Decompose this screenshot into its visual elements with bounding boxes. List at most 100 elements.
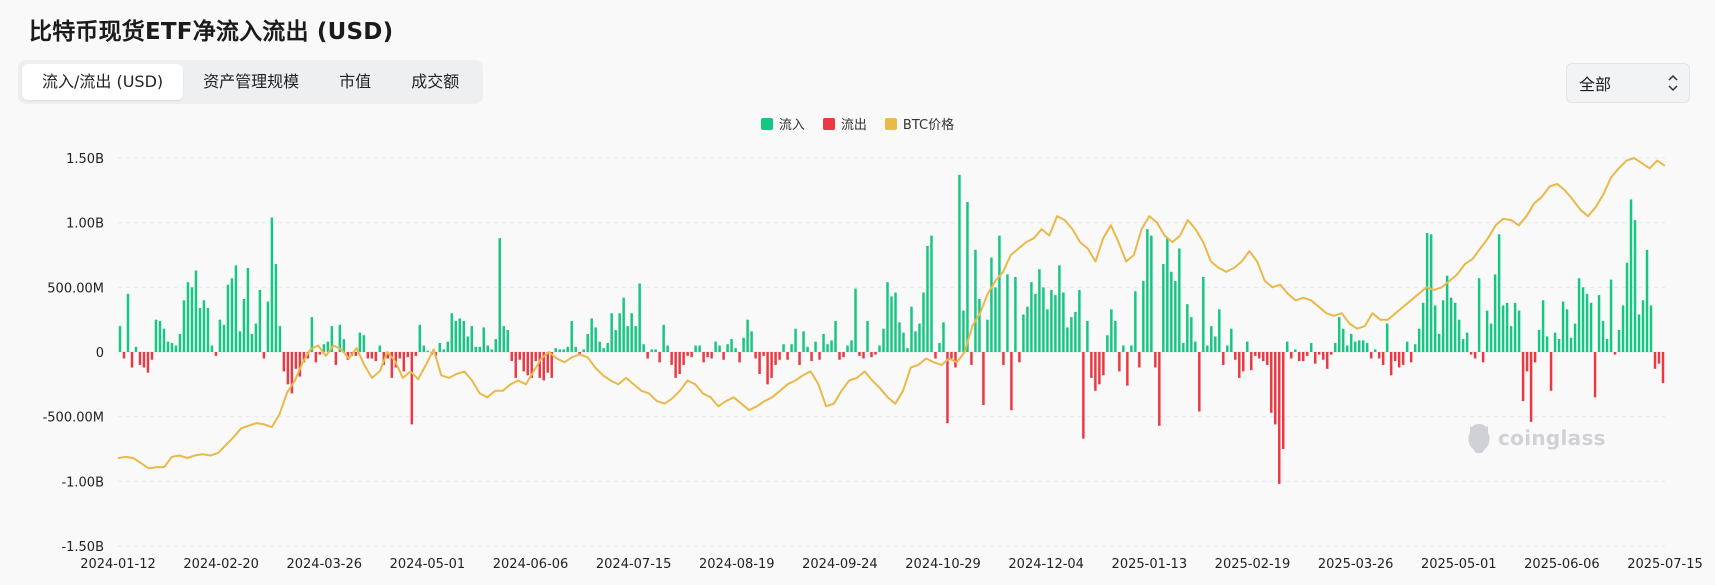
inflow-bar[interactable] — [634, 326, 637, 352]
outflow-bar[interactable] — [374, 352, 378, 362]
inflow-bar[interactable] — [554, 348, 557, 352]
inflow-bar[interactable] — [698, 345, 701, 352]
inflow-bar[interactable] — [1541, 300, 1545, 352]
inflow-bar[interactable] — [166, 341, 170, 352]
outflow-bar[interactable] — [1653, 352, 1657, 369]
outflow-bar[interactable] — [542, 352, 545, 381]
inflow-bar[interactable] — [474, 346, 478, 352]
outflow-bar[interactable] — [1258, 352, 1261, 359]
inflow-bar[interactable] — [730, 339, 733, 352]
inflow-bar[interactable] — [462, 320, 466, 352]
inflow-bar[interactable] — [978, 298, 981, 352]
inflow-bar[interactable] — [962, 310, 965, 352]
inflow-bar[interactable] — [1457, 319, 1461, 352]
outflow-bar[interactable] — [818, 352, 821, 360]
inflow-bar[interactable] — [178, 333, 182, 352]
outflow-bar[interactable] — [710, 352, 713, 359]
outflow-bar[interactable] — [526, 352, 529, 376]
inflow-bar[interactable] — [1645, 249, 1649, 352]
inflow-bar[interactable] — [1086, 320, 1089, 352]
outflow-bar[interactable] — [1521, 352, 1525, 402]
inflow-bar[interactable] — [1026, 306, 1029, 352]
inflow-bar[interactable] — [1605, 339, 1609, 352]
outflow-bar[interactable] — [1325, 352, 1329, 369]
inflow-bar[interactable] — [490, 349, 493, 352]
inflow-bar[interactable] — [162, 328, 166, 352]
inflow-bar[interactable] — [1122, 345, 1125, 352]
inflow-bar[interactable] — [1497, 234, 1501, 352]
inflow-bar[interactable] — [1441, 300, 1445, 352]
outflow-bar[interactable] — [1593, 352, 1597, 398]
inflow-bar[interactable] — [1373, 349, 1377, 352]
inflow-bar[interactable] — [206, 308, 210, 352]
inflow-bar[interactable] — [418, 324, 422, 352]
inflow-bar[interactable] — [814, 341, 817, 352]
inflow-bar[interactable] — [1477, 278, 1481, 352]
inflow-bar[interactable] — [990, 257, 993, 352]
outflow-bar[interactable] — [282, 352, 286, 372]
outflow-bar[interactable] — [410, 352, 414, 425]
inflow-bar[interactable] — [986, 319, 989, 352]
inflow-bar[interactable] — [566, 346, 569, 352]
inflow-bar[interactable] — [1166, 238, 1169, 352]
outflow-bar[interactable] — [762, 352, 765, 356]
inflow-bar[interactable] — [1341, 328, 1345, 352]
inflow-bar[interactable] — [182, 300, 186, 352]
outflow-bar[interactable] — [1533, 352, 1537, 363]
outflow-bar[interactable] — [286, 352, 290, 385]
inflow-bar[interactable] — [1146, 229, 1149, 352]
outflow-bar[interactable] — [1397, 352, 1401, 368]
outflow-bar[interactable] — [578, 352, 581, 355]
outflow-bar[interactable] — [674, 352, 677, 378]
outflow-bar[interactable] — [678, 352, 681, 374]
inflow-bar[interactable] — [590, 318, 593, 352]
inflow-bar[interactable] — [1365, 342, 1369, 352]
inflow-bar[interactable] — [942, 322, 945, 352]
inflow-bar[interactable] — [1038, 269, 1041, 352]
inflow-bar[interactable] — [458, 318, 462, 352]
inflow-bar[interactable] — [898, 322, 901, 352]
inflow-bar[interactable] — [846, 345, 849, 352]
outflow-bar[interactable] — [1002, 352, 1005, 365]
outflow-bar[interactable] — [514, 352, 517, 378]
outflow-bar[interactable] — [1369, 352, 1373, 359]
inflow-bar[interactable] — [1206, 345, 1209, 352]
inflow-bar[interactable] — [358, 332, 362, 352]
inflow-bar[interactable] — [594, 327, 597, 352]
inflow-bar[interactable] — [806, 346, 809, 352]
outflow-bar[interactable] — [842, 352, 845, 358]
inflow-bar[interactable] — [342, 339, 346, 352]
inflow-bar[interactable] — [1070, 317, 1073, 352]
outflow-bar[interactable] — [414, 352, 418, 356]
inflow-bar[interactable] — [1345, 345, 1349, 352]
inflow-bar[interactable] — [1385, 323, 1389, 352]
outflow-bar[interactable] — [702, 352, 705, 363]
outflow-bar[interactable] — [146, 352, 150, 373]
inflow-bar[interactable] — [502, 326, 505, 352]
inflow-bar[interactable] — [562, 349, 565, 352]
inflow-bar[interactable] — [882, 328, 885, 352]
inflow-bar[interactable] — [1405, 341, 1409, 352]
inflow-bar[interactable] — [1186, 304, 1189, 352]
inflow-bar[interactable] — [1425, 233, 1429, 352]
inflow-bar[interactable] — [154, 319, 158, 352]
inflow-bar[interactable] — [558, 349, 561, 352]
outflow-bar[interactable] — [214, 352, 218, 356]
outflow-bar[interactable] — [738, 352, 741, 363]
inflow-bar[interactable] — [1513, 302, 1517, 352]
inflow-bar[interactable] — [746, 319, 749, 352]
outflow-bar[interactable] — [1329, 352, 1333, 355]
inflow-bar[interactable] — [598, 341, 601, 352]
inflow-bar[interactable] — [802, 331, 805, 352]
outflow-bar[interactable] — [290, 352, 294, 394]
outflow-bar[interactable] — [946, 352, 949, 424]
outflow-bar[interactable] — [934, 352, 937, 359]
outflow-bar[interactable] — [1010, 352, 1013, 411]
outflow-bar[interactable] — [1409, 352, 1413, 363]
inflow-bar[interactable] — [610, 313, 613, 352]
inflow-bar[interactable] — [1246, 341, 1249, 352]
inflow-bar[interactable] — [662, 324, 665, 352]
inflow-bar[interactable] — [1621, 305, 1625, 352]
inflow-bar[interactable] — [586, 333, 589, 352]
inflow-bar[interactable] — [998, 235, 1001, 352]
